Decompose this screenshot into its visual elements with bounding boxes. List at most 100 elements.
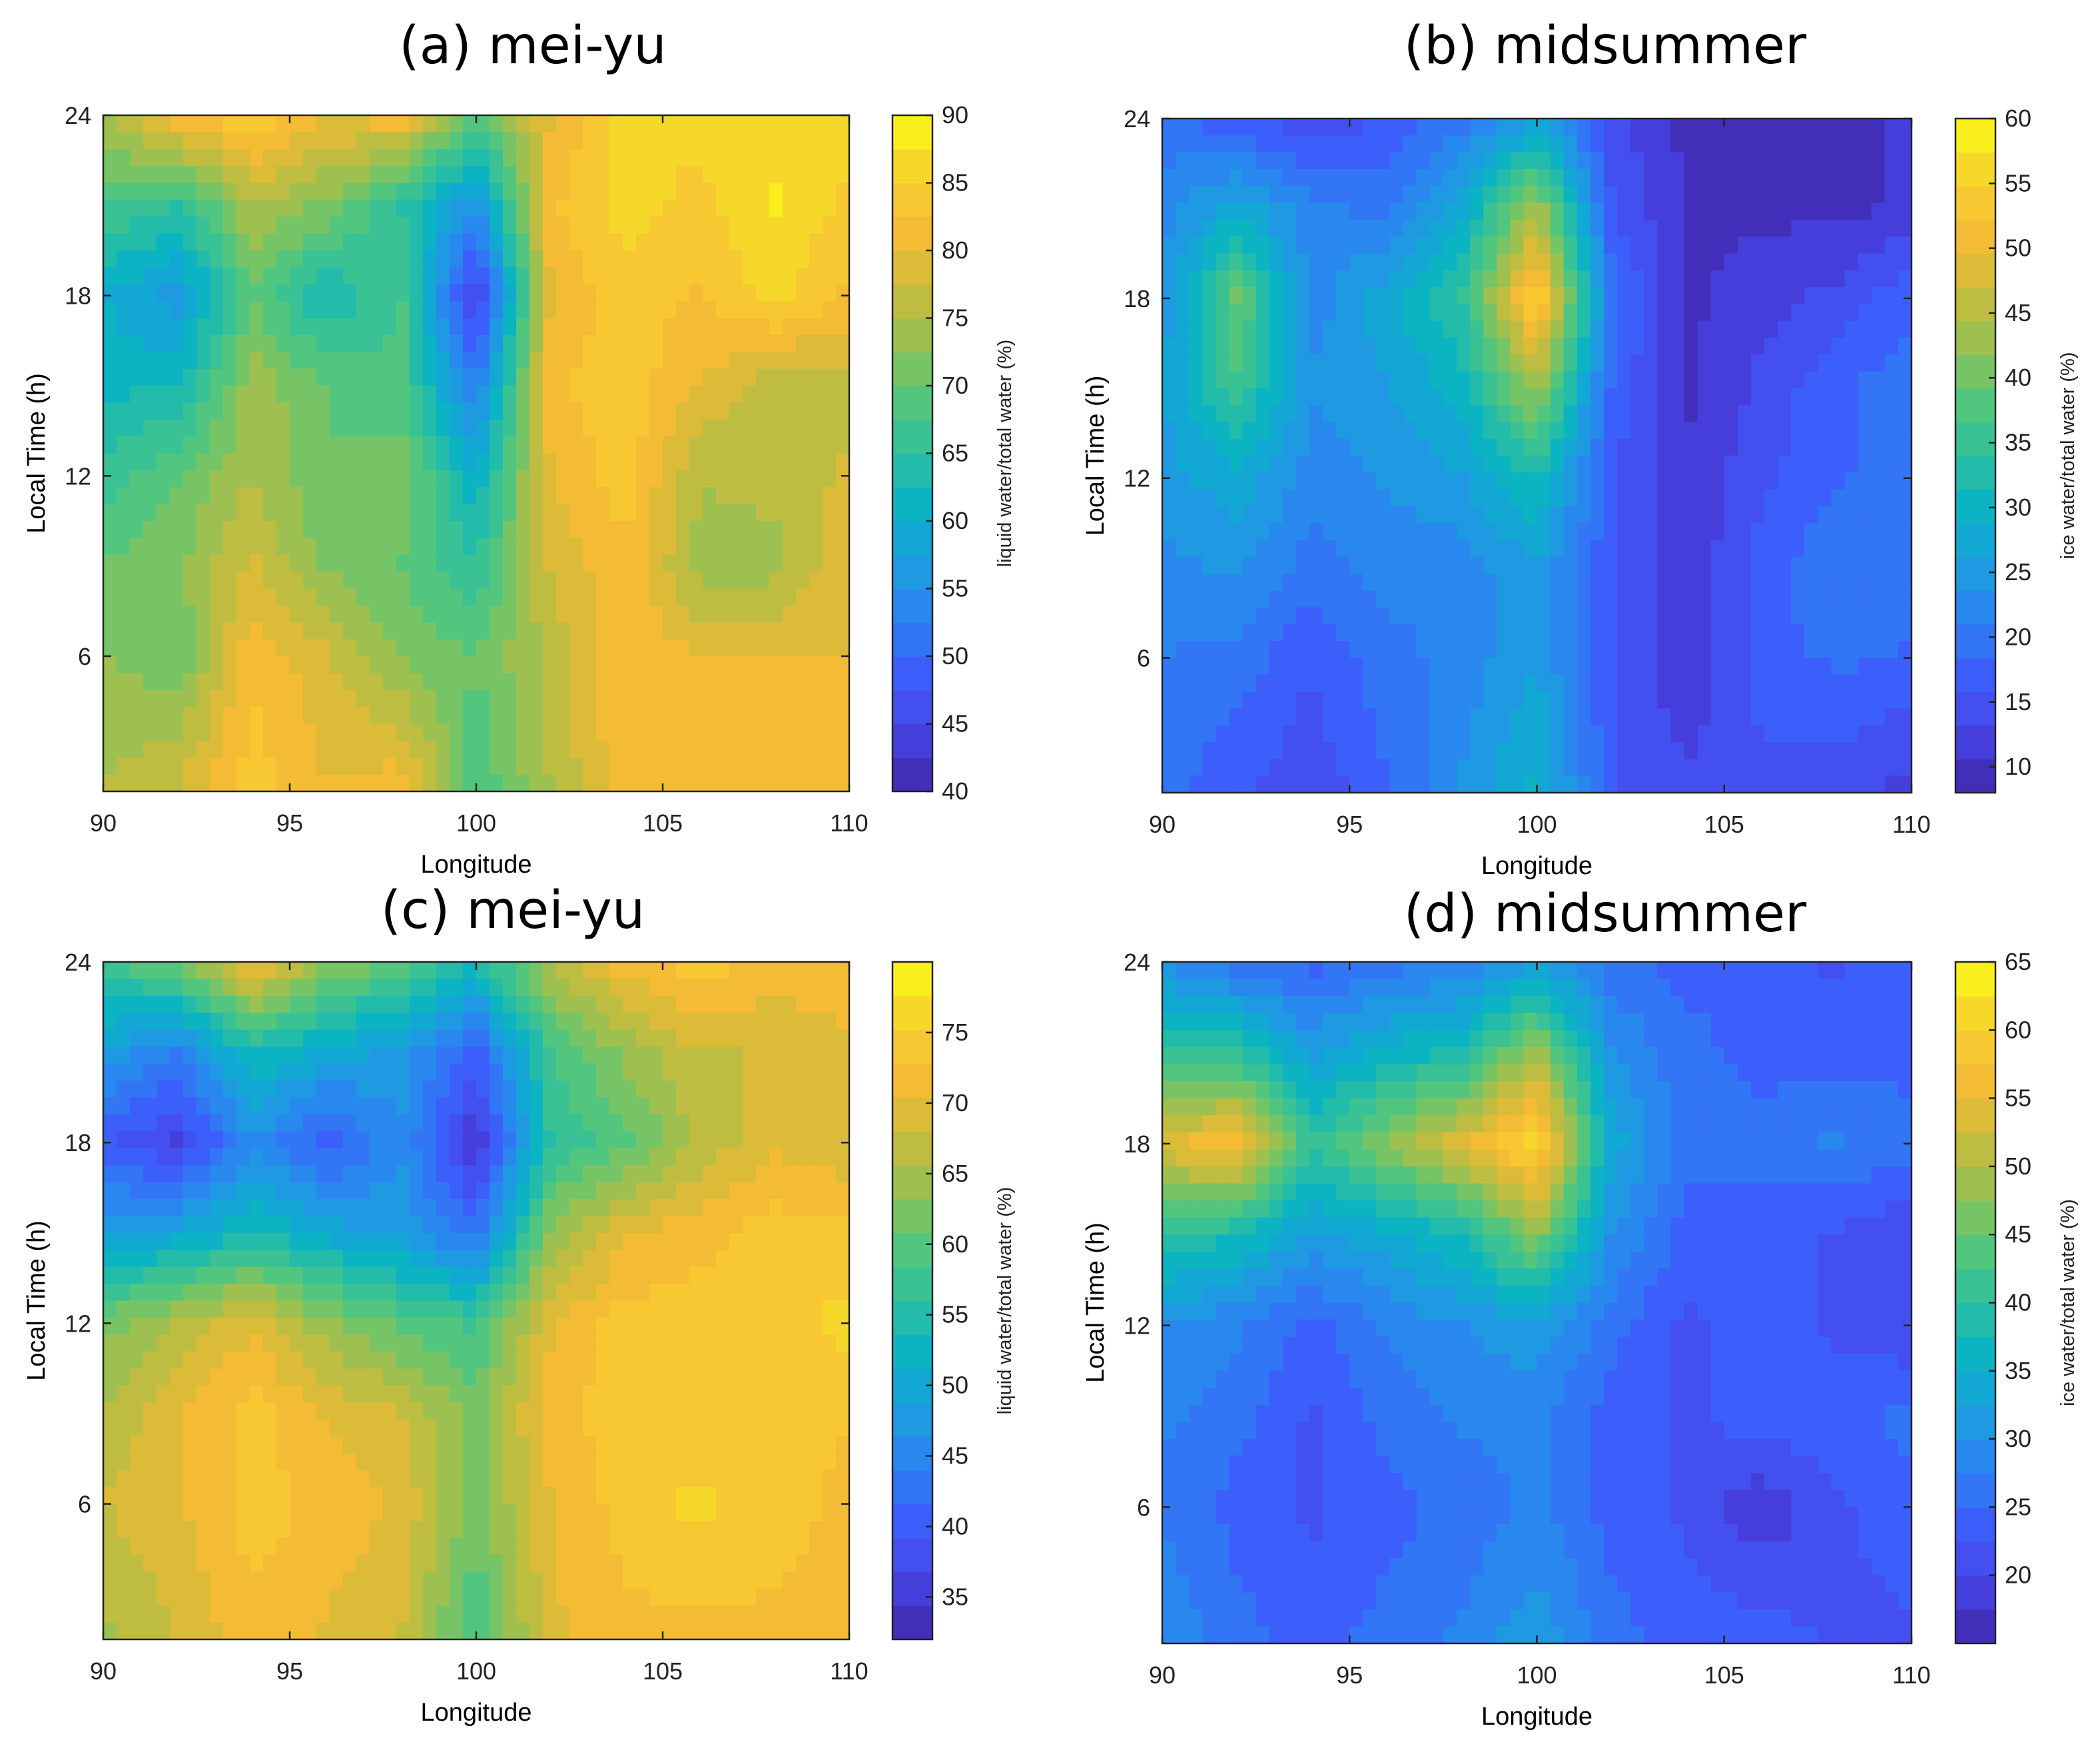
heatmap-cell: [1750, 219, 1765, 237]
heatmap-cell: [769, 673, 783, 691]
heatmap-cell: [170, 774, 184, 792]
heatmap-cell: [1550, 456, 1565, 474]
heatmap-cell: [516, 689, 530, 707]
heatmap-cell: [1858, 725, 1872, 743]
heatmap-cell: [250, 166, 264, 184]
heatmap-cell: [130, 588, 144, 606]
heatmap-cell: [1550, 624, 1565, 642]
heatmap-cell: [196, 233, 210, 251]
heatmap-cell: [1670, 337, 1685, 355]
heatmap-cell: [1229, 540, 1243, 558]
heatmap-cell: [703, 301, 717, 319]
heatmap-cell: [1189, 304, 1204, 322]
heatmap-cell: [1791, 540, 1806, 558]
heatmap-cell: [1858, 540, 1872, 558]
heatmap-cell: [1764, 186, 1778, 204]
heatmap-cell: [1389, 186, 1404, 204]
heatmap-cell: [1537, 219, 1551, 237]
heatmap-cell: [370, 199, 384, 218]
heatmap-cell: [503, 470, 517, 488]
heatmap-cell: [356, 707, 370, 725]
heatmap-cell: [103, 419, 117, 437]
heatmap-cell: [783, 402, 797, 420]
heatmap-cell: [1523, 725, 1538, 743]
heatmap-cell: [716, 723, 730, 741]
heatmap-cell: [1831, 371, 1846, 389]
heatmap-cell: [423, 115, 437, 133]
heatmap-cell: [1323, 641, 1337, 659]
heatmap-cell: [1202, 119, 1217, 137]
heatmap-cell: [769, 1029, 783, 1047]
heatmap-cell: [529, 318, 543, 336]
heatmap-cell: [503, 487, 517, 505]
heatmap-cell: [1363, 203, 1377, 220]
heatmap-cell: [157, 1047, 171, 1065]
heatmap-cell: [1590, 152, 1604, 170]
heatmap-cell: [250, 284, 264, 302]
heatmap-cell: [796, 689, 810, 707]
heatmap-cell: [1684, 775, 1698, 793]
heatmap-cell: [1269, 152, 1283, 170]
heatmap-cell: [1309, 775, 1323, 793]
heatmap-cell: [290, 554, 304, 572]
heatmap-cell: [836, 166, 850, 184]
colorbar-segment: [1955, 422, 1995, 456]
heatmap-cell: [1403, 354, 1417, 372]
heatmap-cell: [276, 453, 290, 471]
heatmap-cell: [676, 605, 690, 624]
heatmap-cell: [1309, 472, 1323, 490]
heatmap-cell: [1162, 624, 1176, 642]
heatmap-cell: [1497, 657, 1511, 675]
heatmap-cell: [1670, 456, 1685, 474]
heatmap-cell: [1737, 574, 1752, 592]
heatmap-cell: [1710, 759, 1725, 777]
heatmap-cell: [1710, 607, 1725, 625]
heatmap-cell: [370, 402, 384, 420]
heatmap-cell: [210, 318, 224, 336]
heatmap-cell: [1470, 270, 1484, 288]
heatmap-cell: [1818, 472, 1832, 490]
heatmap-cell: [396, 1013, 410, 1031]
heatmap-cell: [596, 588, 610, 606]
heatmap-cell: [1630, 270, 1645, 288]
heatmap-cell: [1269, 607, 1283, 625]
heatmap-cell: [1336, 304, 1351, 322]
heatmap-cell: [756, 1029, 770, 1047]
heatmap-cell: [396, 233, 410, 251]
heatmap-cell: [596, 166, 610, 184]
heatmap-cell: [503, 995, 517, 1014]
heatmap-cell: [1456, 607, 1471, 625]
heatmap-cell: [463, 217, 477, 234]
heatmap-cell: [583, 402, 597, 420]
heatmap-cell: [1309, 135, 1323, 153]
heatmap-cell: [1456, 556, 1471, 574]
heatmap-cell: [1242, 506, 1257, 524]
heatmap-cell: [476, 622, 490, 640]
heatmap-cell: [609, 1029, 623, 1047]
heatmap-cell: [609, 386, 623, 404]
heatmap-cell: [1804, 590, 1819, 608]
heatmap-cell: [1563, 759, 1578, 777]
heatmap-cell: [263, 740, 277, 759]
heatmap-cell: [490, 673, 504, 691]
heatmap-cell: [809, 149, 823, 167]
heatmap-cell: [503, 740, 517, 759]
heatmap-cell: [410, 740, 424, 759]
heatmap-cell: [1791, 354, 1806, 372]
heatmap-cell: [170, 757, 184, 775]
heatmap-cell: [1229, 708, 1243, 726]
heatmap-cell: [1523, 320, 1538, 338]
heatmap-cell: [1710, 742, 1725, 760]
colorbar-segment: [892, 115, 932, 150]
heatmap-cell: [569, 318, 583, 336]
heatmap-cell: [1844, 304, 1859, 322]
heatmap-cell: [117, 199, 131, 218]
heatmap-cell: [783, 453, 797, 471]
heatmap-cell: [823, 183, 837, 201]
heatmap-cell: [423, 1047, 437, 1065]
heatmap-cell: [1603, 759, 1618, 777]
y-tick-label: 24: [1124, 105, 1150, 133]
heatmap-cell: [676, 470, 690, 488]
heatmap-cell: [716, 436, 730, 454]
heatmap-cell: [703, 352, 717, 370]
